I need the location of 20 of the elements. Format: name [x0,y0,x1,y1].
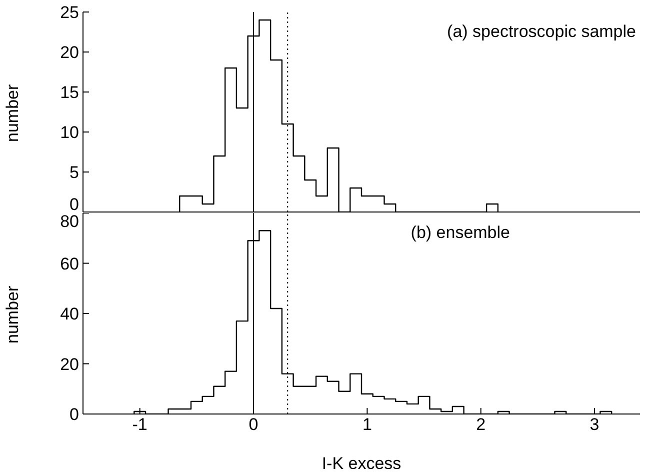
y-tick-label: 20 [60,43,79,62]
y-tick-label: 60 [60,254,79,274]
x-tick-label: 1 [362,415,372,434]
x-tick-label: 0 [248,415,258,434]
x-tick-label: -1 [132,415,148,434]
y-axis-title: number [3,84,22,142]
y-tick-label: 20 [60,354,79,374]
annotation: (b) ensemble [410,223,510,243]
y-tick-label: 10 [60,123,79,142]
x-axis-title: I-K excess [322,454,402,473]
y-tick-label: 40 [60,304,79,324]
y-tick-label: 15 [60,83,79,102]
y-tick-label: 5 [70,163,79,182]
x-tick-label: 2 [476,415,486,434]
x-tick-label: 3 [590,415,600,434]
annotation: (a) spectroscopic sample [447,22,636,42]
y-tick-label: 80 [60,212,79,231]
y-axis-title: number [3,286,22,344]
y-tick-label: 25 [60,3,79,22]
y-tick-label: 0 [70,195,79,214]
